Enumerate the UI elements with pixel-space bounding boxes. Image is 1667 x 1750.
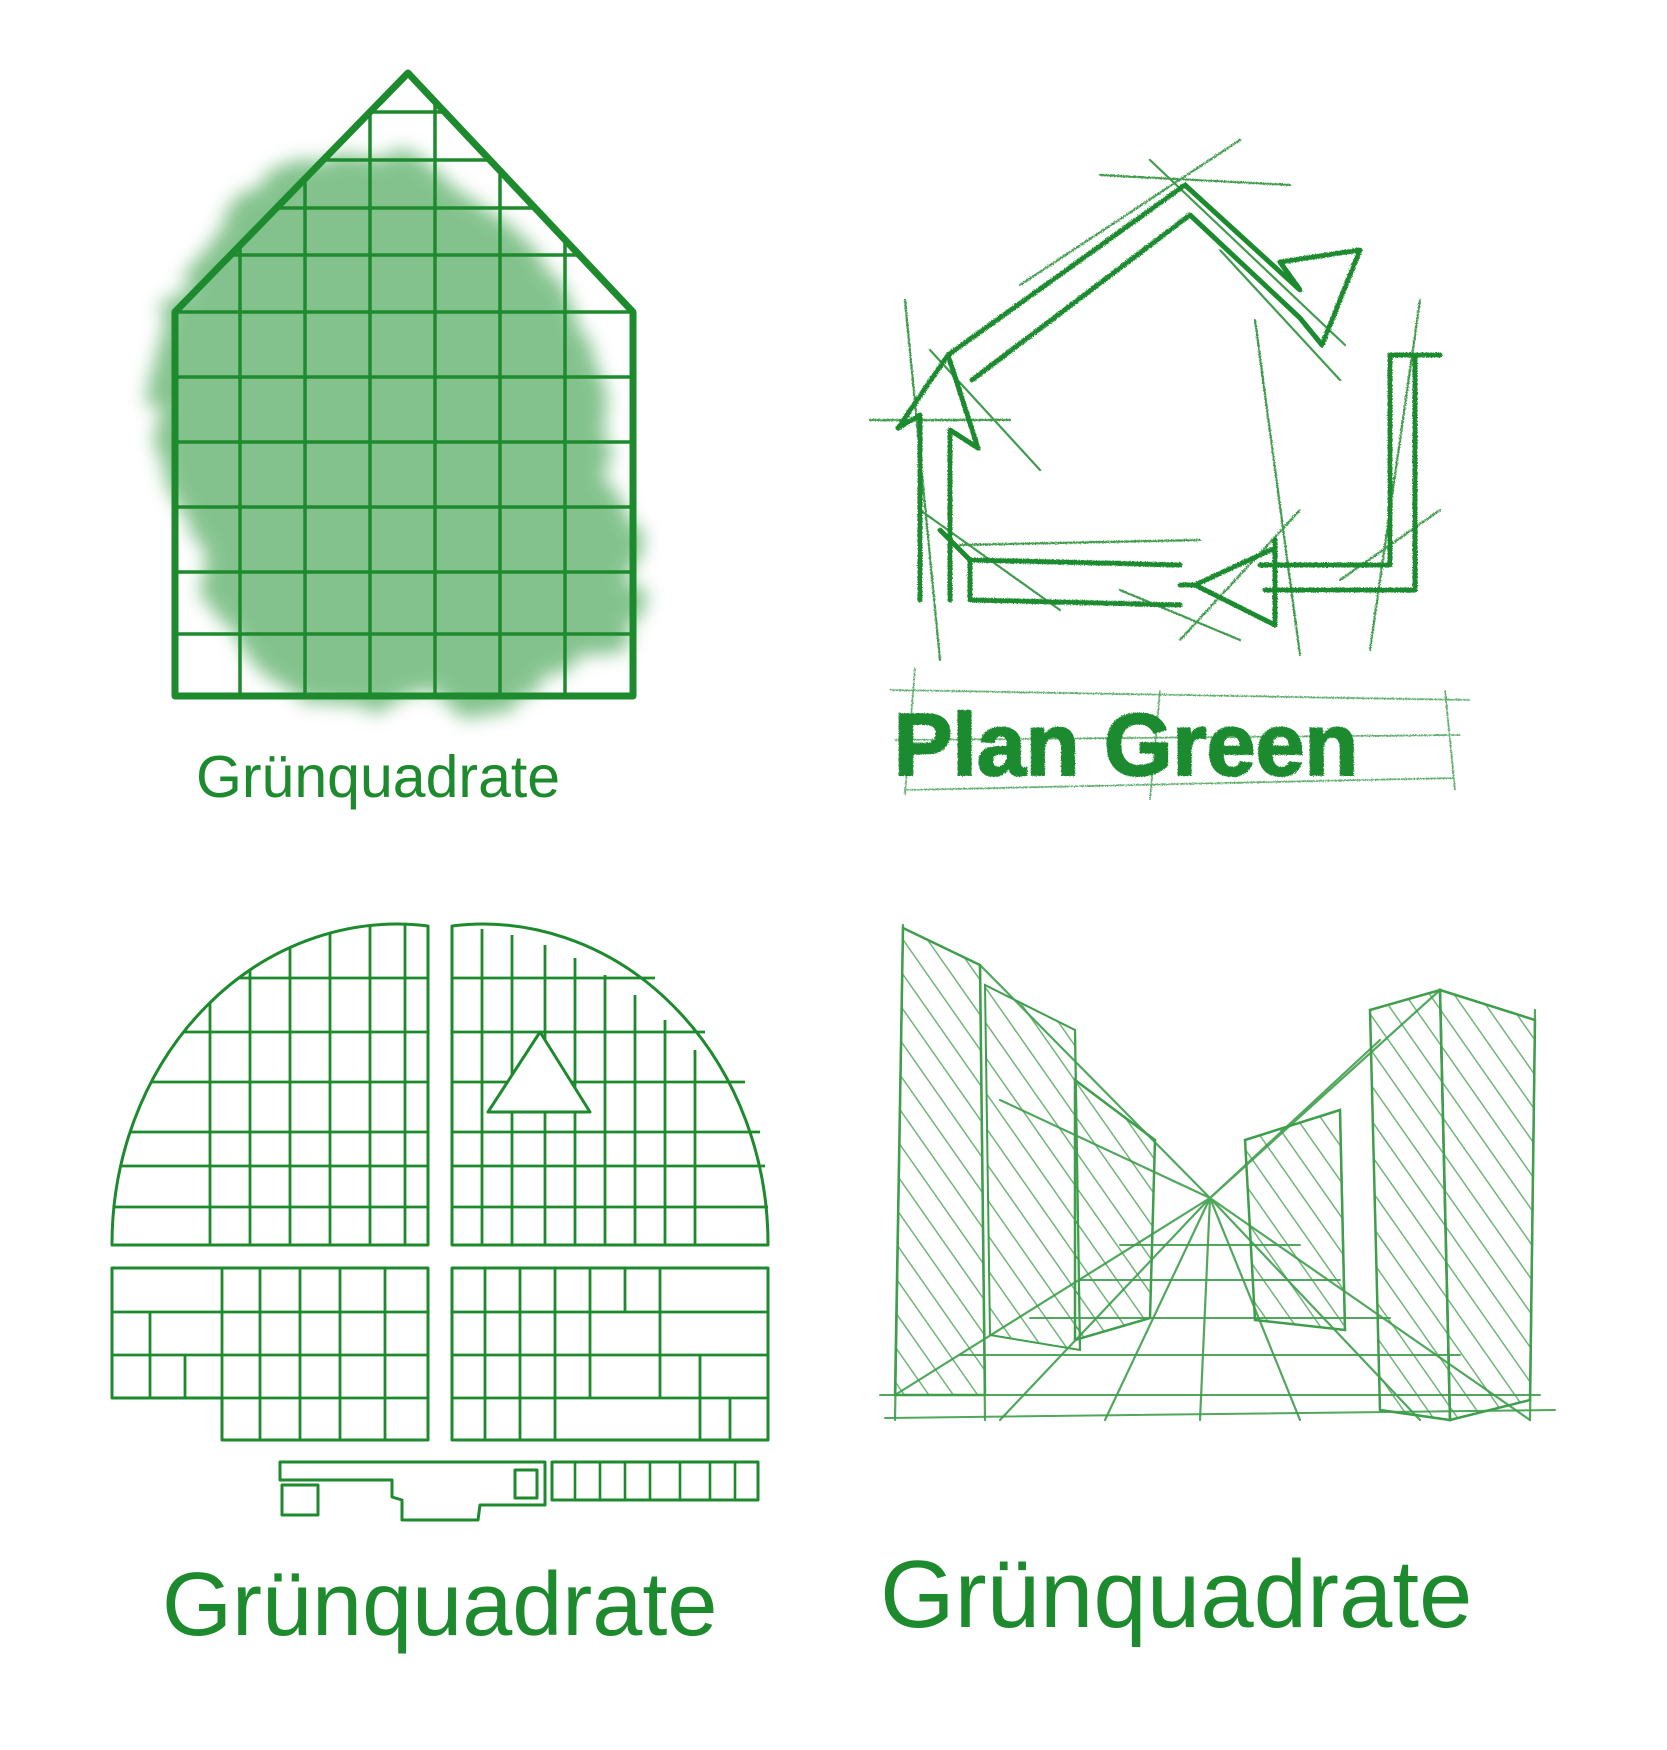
plot-map-icon [100, 900, 768, 1520]
caption-gruenquadrate-2: Grünquadrate [162, 1560, 717, 1650]
logo-plan-green: Plan Green [870, 140, 1470, 800]
street-perspective-icon [880, 925, 1555, 1420]
logo-gruenquadrate-plots [100, 900, 768, 1520]
logo-gruenquadrate-street [880, 925, 1555, 1420]
plan-green-wordmark: Plan Green [894, 695, 1359, 794]
logo-gruenquadrate-house [151, 73, 640, 703]
recycle-house-icon [870, 140, 1440, 660]
caption-gruenquadrate-3: Grünquadrate [880, 1547, 1472, 1643]
caption-gruenquadrate-1: Grünquadrate [196, 748, 560, 807]
